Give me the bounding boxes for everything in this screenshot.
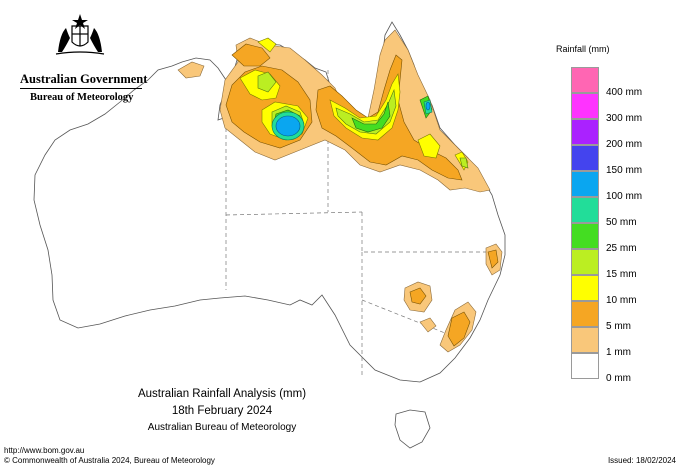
legend-label: 200 mm bbox=[606, 139, 643, 150]
legend-swatch bbox=[571, 67, 599, 93]
copyright-text: © Commonwealth of Australia 2024, Bureau… bbox=[4, 456, 215, 465]
website-link[interactable]: http://www.bom.gov.au bbox=[4, 446, 85, 455]
map-date: 18th February 2024 bbox=[171, 405, 273, 417]
legend-title: Rainfall (mm) bbox=[556, 44, 610, 54]
legend-swatch bbox=[571, 119, 599, 145]
legend-swatch bbox=[571, 275, 599, 301]
legend-swatch bbox=[571, 353, 599, 379]
legend-swatch bbox=[571, 327, 599, 353]
bureau-name: Bureau of Meteorology bbox=[30, 92, 134, 103]
rainfall-map bbox=[33, 21, 506, 449]
state-borders bbox=[225, 70, 493, 378]
coat-of-arms-icon bbox=[55, 14, 105, 55]
issued-date: Issued: 18/02/2024 bbox=[607, 456, 676, 465]
legend-label: 100 mm bbox=[606, 191, 643, 202]
legend: 400 mm 300 mm 200 mm 150 mm 100 mm 50 mm 25 mm… bbox=[571, 67, 671, 387]
government-logo: Australian Government Bureau of Meteorol… bbox=[10, 12, 147, 103]
legend-label: 150 mm bbox=[606, 165, 643, 176]
legend-label: 5 mm bbox=[606, 321, 631, 332]
rain-100mm bbox=[275, 101, 431, 137]
legend-swatch bbox=[571, 197, 599, 223]
government-name: Australian Government bbox=[20, 72, 148, 86]
legend-swatch bbox=[571, 93, 599, 119]
map-title: Australian Rainfall Analysis (mm) bbox=[137, 388, 307, 400]
legend-label: 300 mm bbox=[606, 113, 643, 124]
tasmania bbox=[394, 409, 431, 449]
legend-label: 1 mm bbox=[606, 347, 631, 358]
legend-swatch bbox=[571, 145, 599, 171]
legend-swatch bbox=[571, 171, 599, 197]
legend-swatch bbox=[571, 249, 599, 275]
legend-label: 400 mm bbox=[606, 87, 643, 98]
divider bbox=[20, 88, 142, 89]
legend-label: 15 mm bbox=[606, 269, 637, 280]
legend-label: 0 mm bbox=[606, 373, 631, 384]
legend-swatch bbox=[571, 301, 599, 327]
legend-label: 25 mm bbox=[606, 243, 637, 254]
map-source: Australian Bureau of Meteorology bbox=[147, 422, 297, 433]
legend-label: 10 mm bbox=[606, 295, 637, 306]
legend-swatch bbox=[571, 223, 599, 249]
legend-label: 50 mm bbox=[606, 217, 637, 228]
